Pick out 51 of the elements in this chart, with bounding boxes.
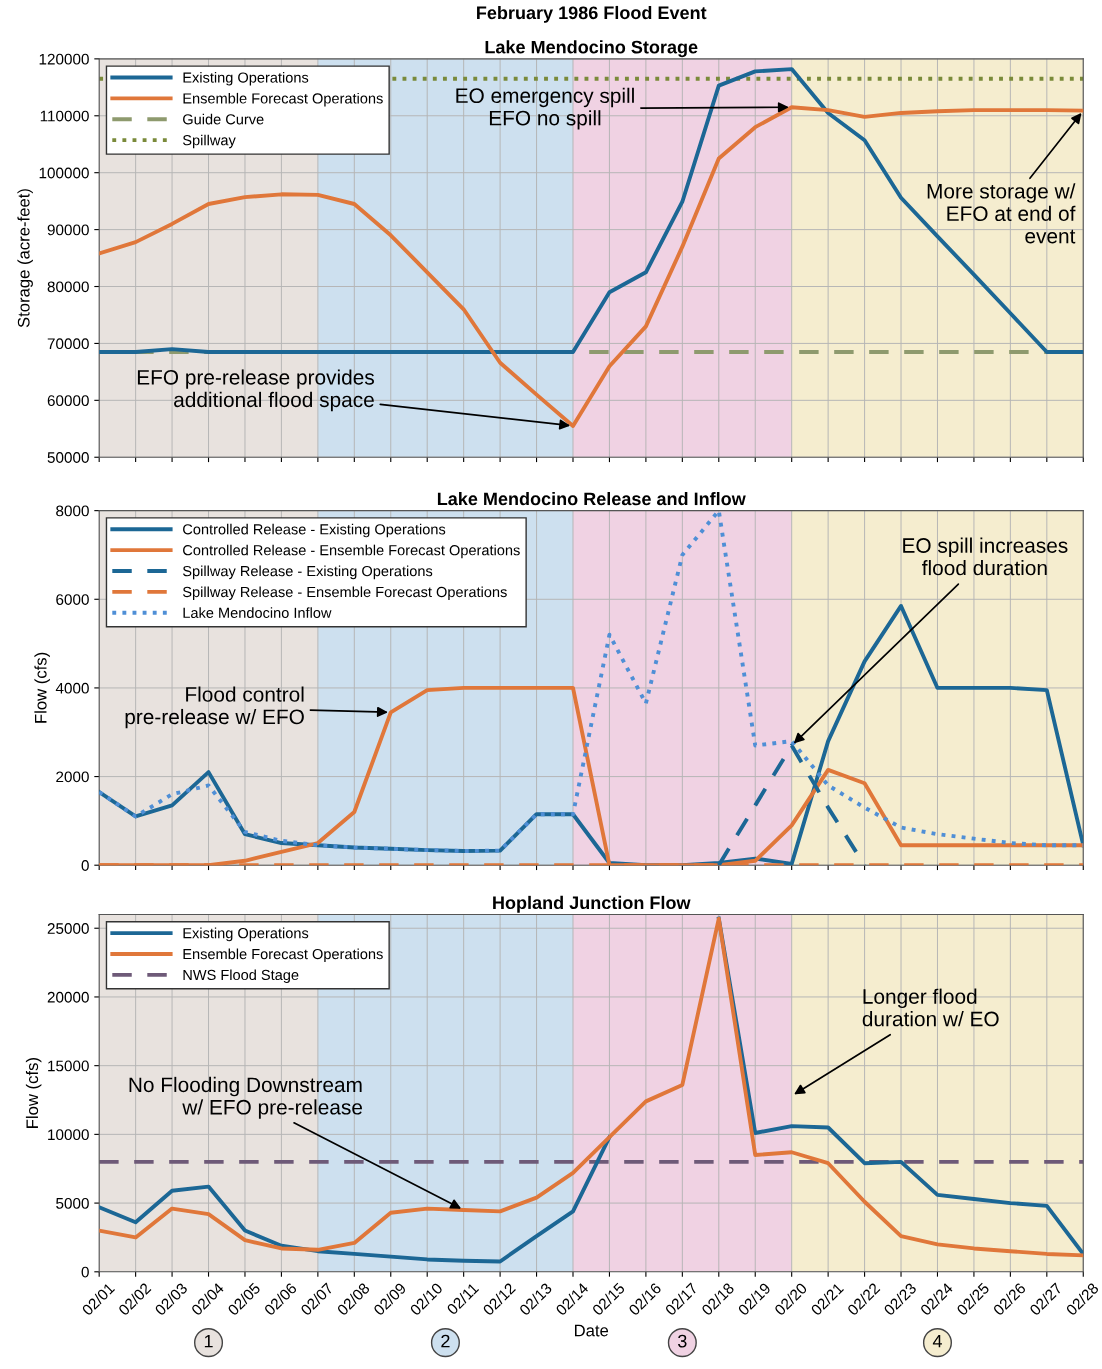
- annotation: EO spill increases flood duration: [903, 537, 1068, 576]
- text: 2: [441, 1334, 450, 1348]
- annotation: EFO pre-release provides additional flood space: [137, 369, 374, 412]
- y-tick-label: 120000: [39, 53, 89, 65]
- legend-label: Ensemble Forecast Operations: [183, 948, 383, 963]
- y-tick-label: 80000: [47, 281, 89, 293]
- text: 1: [204, 1334, 213, 1348]
- y-tick-label: 100000: [39, 167, 89, 179]
- annotation: More storage w/ EFO at end of event: [927, 183, 1076, 244]
- x-axis-title: Date: [574, 1324, 609, 1337]
- text: 4: [932, 1334, 942, 1348]
- y-tick-label: 10000: [48, 1129, 89, 1141]
- text: 3: [678, 1334, 687, 1348]
- legend-label: Existing Operations: [183, 71, 309, 86]
- chart-title: Lake Mendocino Release and Inflow: [437, 492, 746, 506]
- legend-label: Spillway Release - Ensemble Forecast Operations: [182, 586, 507, 601]
- y-tick-label: 0: [81, 860, 89, 871]
- legend-label: Spillway: [182, 134, 236, 149]
- legend-label: NWS Flood Stage: [183, 969, 299, 983]
- chart-subtitle: Lake Mendocino Storage: [485, 40, 698, 58]
- legend-label: Lake Mendocino Inflow: [183, 607, 332, 619]
- y-axis-title: Flow (cfs): [25, 1058, 42, 1128]
- y-tick-label: 110000: [40, 110, 89, 122]
- y-tick-label: 6000: [56, 594, 89, 605]
- legend-label: Controlled Release - Ensemble Forecast Operations: [183, 544, 520, 559]
- legend-label: Spillway Release - Existing Operations: [182, 565, 433, 580]
- y-tick-label: 60000: [47, 395, 89, 407]
- y-tick-label: 0: [81, 1266, 89, 1278]
- y-tick-label: 70000: [47, 338, 89, 350]
- y-tick-label: 2000: [56, 771, 89, 783]
- annotation: Longer flood duration w/ EO: [862, 988, 999, 1027]
- annotation: Flood control pre-release w/ EFO: [125, 686, 304, 729]
- y-tick-label: 8000: [56, 505, 89, 517]
- y-axis-title: Flow (cfs): [34, 652, 50, 723]
- annotation: EO emergency spill EFO no spill: [456, 87, 634, 130]
- annotation: No Flooding Downstream w/ EFO pre-release: [129, 1076, 362, 1119]
- y-axis-title: Storage (acre-feet): [17, 189, 33, 328]
- y-tick-label: 4000: [55, 682, 89, 694]
- y-tick-label: 5000: [56, 1197, 89, 1209]
- legend-label: Existing Operations: [183, 927, 309, 942]
- y-tick-label: 25000: [47, 923, 89, 934]
- legend-label: Controlled Release - Existing Operations: [183, 523, 446, 538]
- chart-title: Hopland Junction Flow: [493, 895, 691, 913]
- y-tick-label: 20000: [47, 991, 89, 1003]
- y-tick-label: 15000: [48, 1060, 89, 1072]
- y-tick-label: 90000: [47, 224, 89, 236]
- legend-label: Guide Curve: [183, 113, 264, 125]
- legend-label: Ensemble Forecast Operations: [183, 92, 383, 107]
- y-tick-label: 50000: [47, 452, 89, 463]
- line-series: [99, 67, 1084, 354]
- chart-title: February 1986 Flood Event: [477, 5, 707, 23]
